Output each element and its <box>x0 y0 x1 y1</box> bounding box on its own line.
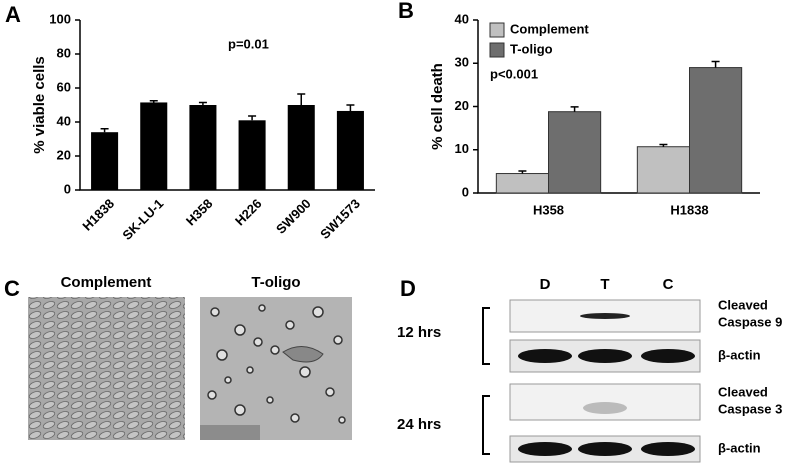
image-title: T-oligo <box>251 274 300 291</box>
panel-label: A <box>5 2 21 27</box>
panel-label: C <box>4 276 20 301</box>
bar <box>636 146 691 194</box>
legend-label: Complement <box>510 21 589 36</box>
y-tick-label: 100 <box>49 11 71 26</box>
y-tick-label: 10 <box>455 141 469 156</box>
lane-label: C <box>663 276 674 293</box>
error-bar <box>518 170 527 174</box>
error-bar <box>149 100 158 103</box>
y-tick-label: 40 <box>57 113 71 128</box>
y-tick-label: 30 <box>455 55 469 70</box>
timepoint-label: 12 hrs <box>397 324 441 341</box>
y-tick-label: 0 <box>462 184 469 199</box>
blot-label: β-actin <box>718 347 761 362</box>
micrograph <box>200 297 352 440</box>
blot <box>509 299 701 463</box>
x-tick-label: H1838 <box>670 202 708 217</box>
blot-label: Caspase 9 <box>718 314 782 329</box>
annotation: p=0.01 <box>228 36 269 51</box>
y-tick-label: 0 <box>64 181 71 196</box>
bar <box>548 111 602 194</box>
lane-label: T <box>600 276 609 293</box>
error-bar <box>198 101 207 105</box>
x-tick-label: SK-LU-1 <box>119 196 166 243</box>
error-bar <box>570 106 579 112</box>
bracket <box>482 307 490 455</box>
y-tick-label: 40 <box>455 11 469 26</box>
lane-label: D <box>540 276 551 293</box>
error-bar <box>711 60 720 68</box>
x-tick-label: H1838 <box>79 196 117 234</box>
error-bar <box>346 104 355 111</box>
error-bar <box>248 115 257 121</box>
error-bar <box>659 143 668 147</box>
error-bar <box>100 128 109 133</box>
bar <box>140 102 168 190</box>
y-axis-label: % cell death <box>429 63 446 150</box>
x-tick-label: SW1573 <box>317 196 363 242</box>
bar <box>495 173 549 194</box>
y-tick-label: 20 <box>57 147 71 162</box>
blot-label: Cleaved <box>718 384 768 399</box>
bar <box>689 67 743 194</box>
panel-label: B <box>398 0 414 23</box>
blot-label: Caspase 3 <box>718 401 782 416</box>
y-tick-label: 80 <box>57 45 71 60</box>
bar <box>238 120 266 190</box>
micrograph <box>28 297 185 440</box>
bar <box>287 105 315 190</box>
legend-swatch <box>489 42 505 58</box>
x-tick-label: SW900 <box>273 196 314 237</box>
legend-swatch <box>489 22 505 38</box>
y-tick-label: 20 <box>455 98 469 113</box>
bar <box>336 110 364 190</box>
timepoint-label: 24 hrs <box>397 416 441 433</box>
annotation: p<0.001 <box>490 66 538 81</box>
x-tick-label: H226 <box>232 196 265 229</box>
x-tick-label: H358 <box>183 196 216 229</box>
legend-label: T-oligo <box>510 41 553 56</box>
y-tick-label: 60 <box>57 79 71 94</box>
bar <box>189 105 217 190</box>
x-tick-label: H358 <box>533 202 564 217</box>
panel-label: D <box>400 276 416 301</box>
error-bar <box>297 93 306 105</box>
y-axis-label: % viable cells <box>31 56 48 154</box>
blot-label: Cleaved <box>718 297 768 312</box>
blot-label: β-actin <box>718 440 761 455</box>
bar <box>91 132 119 190</box>
image-title: Complement <box>61 274 152 291</box>
